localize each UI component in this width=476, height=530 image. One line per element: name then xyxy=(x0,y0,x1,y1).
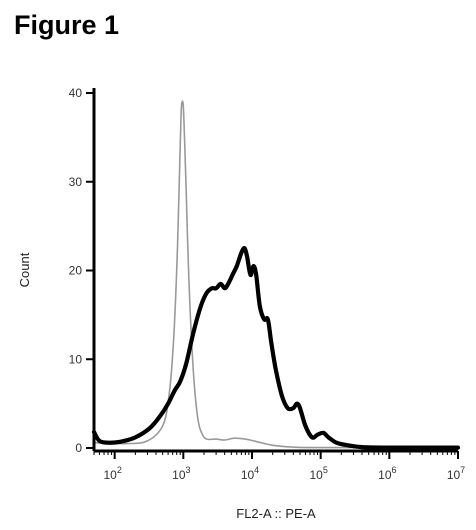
y-tick-label: 10 xyxy=(69,352,83,366)
x-tick-label: 105 xyxy=(309,465,327,482)
figure-heading: Figure 1 xyxy=(14,10,120,40)
y-tick-label: 0 xyxy=(75,441,82,455)
x-tick-label: 103 xyxy=(172,465,190,482)
y-axis-label: Count xyxy=(17,252,32,287)
y-tick-label: 30 xyxy=(69,175,83,189)
x-axis-label: FL2-A :: PE-A xyxy=(236,506,316,521)
x-tick-label: 106 xyxy=(378,465,396,482)
axis-layer: 0 10 20 30 40 102 103 104 105 106 107 xyxy=(69,86,466,482)
x-tick-label: 107 xyxy=(447,465,465,482)
x-tick-label: 102 xyxy=(103,465,121,482)
x-tick-label: 104 xyxy=(241,465,259,482)
series-layer xyxy=(91,100,461,450)
series-line-2 xyxy=(91,246,461,450)
y-tick-label: 40 xyxy=(69,86,83,100)
series-line-1 xyxy=(93,100,459,449)
y-tick-label: 20 xyxy=(69,264,83,278)
